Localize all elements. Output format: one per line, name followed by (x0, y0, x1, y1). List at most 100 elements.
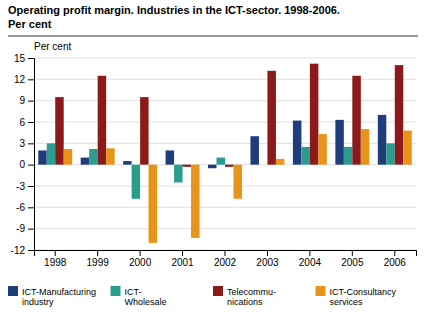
y-tick: -9 (16, 223, 34, 234)
y-tick-mark (28, 250, 34, 251)
y-tick-label: 15 (14, 53, 26, 64)
x-tick: 2001 (171, 250, 194, 268)
y-tick-mark (28, 122, 34, 123)
y-tick-label: -9 (16, 223, 25, 234)
chart: Operating profit margin. Industries in t… (0, 0, 426, 335)
bar (361, 129, 369, 165)
bar (55, 97, 63, 165)
y-axis-line (28, 59, 35, 251)
bar (98, 76, 106, 165)
x-tick-label: 2005 (341, 257, 364, 268)
bar (403, 131, 411, 165)
x-tick-mark (309, 250, 310, 256)
legend-label: ICT-Consultancyservices (330, 287, 397, 307)
x-tick: 2006 (384, 250, 407, 268)
x-tick-label: 2000 (129, 257, 152, 268)
x-tick-mark (352, 250, 353, 256)
x-tick-label: 2001 (171, 257, 194, 268)
bar (149, 165, 157, 243)
bar-series (64, 129, 412, 243)
y-tick: 0 (19, 159, 34, 170)
y-tick-mark (28, 101, 34, 102)
bar-series (55, 64, 403, 167)
y-tick-label: -6 (16, 202, 25, 213)
bar (225, 165, 233, 167)
bar (378, 115, 386, 165)
bar (38, 150, 46, 164)
x-tick: 2005 (341, 250, 364, 268)
legend-item: ICT-Manufacturingindustry (8, 286, 96, 307)
plot: -12-9-6-30369121519981999200020012002200… (11, 53, 417, 268)
legend-label-line: nications (227, 297, 263, 307)
bar (64, 149, 72, 165)
bar (259, 164, 267, 165)
y-tick-label: 9 (19, 95, 25, 106)
legend-swatch (316, 286, 326, 296)
bar (174, 165, 182, 183)
y-tick: -6 (16, 202, 34, 213)
grid-line (34, 58, 416, 59)
bar (106, 148, 114, 164)
legend-item: ICT-Wholesale (111, 286, 167, 307)
legend-item: ICT-Consultancyservices (316, 286, 397, 307)
legend-label-line: services (330, 297, 364, 307)
legend-swatch (213, 286, 223, 296)
bar (166, 150, 174, 164)
legend-label: ICT-Manufacturingindustry (22, 287, 96, 307)
legend-item: Telecommu-nications (213, 286, 276, 307)
legend-label-line: Telecommu- (227, 287, 276, 297)
bar (191, 165, 199, 238)
x-tick-mark (55, 250, 56, 256)
y-tick-label: 3 (19, 138, 25, 149)
x-tick-label: 2003 (256, 257, 279, 268)
grid-line (34, 228, 416, 229)
bar (352, 76, 360, 165)
y-tick-mark (28, 143, 34, 144)
x-tick-mark (182, 250, 183, 256)
bar (123, 161, 131, 165)
x-tick: 1999 (87, 250, 110, 268)
bar (335, 120, 343, 165)
y-axis-label: Per cent (34, 41, 71, 52)
legend-label-line: ICT-Consultancy (330, 287, 397, 297)
bar (89, 149, 97, 165)
y-tick: -3 (16, 181, 34, 192)
legend-label: ICT-Wholesale (125, 287, 167, 307)
x-tick-label: 2006 (384, 257, 407, 268)
x-tick-mark (97, 250, 98, 256)
legend-swatch (8, 286, 18, 296)
bar (395, 65, 403, 165)
bar (301, 147, 309, 165)
y-tick-label: -12 (11, 245, 26, 256)
x-tick-label: 1998 (44, 257, 67, 268)
legend-label-line: Wholesale (125, 297, 167, 307)
y-tick-label: 6 (19, 117, 25, 128)
x-axis-line (35, 251, 417, 257)
y-tick-mark (28, 58, 34, 59)
y-tick-label: 12 (14, 74, 26, 85)
title: Operating profit margin. Industries in t… (8, 4, 340, 16)
x-tick: 2003 (256, 250, 279, 268)
x-axis: 199819992000200120022003200420052006 (35, 250, 417, 268)
bar (183, 165, 191, 167)
legend-label-line: industry (22, 297, 54, 307)
bar (81, 158, 89, 165)
y-tick: -12 (11, 245, 34, 256)
bars (38, 64, 412, 243)
legend-label-line: ICT-Manufacturing (22, 287, 96, 297)
y-tick-mark (28, 79, 34, 80)
legend-label: Telecommu-nications (227, 287, 276, 307)
bar (344, 147, 352, 165)
y-tick-label: 0 (19, 159, 25, 170)
bar (318, 134, 326, 165)
bar (250, 136, 258, 164)
bar (47, 143, 55, 164)
bar (276, 159, 284, 165)
legend: ICT-Manufacturingindustry ICT-Wholesale Te… (8, 286, 397, 307)
y-axis: -12 -9 -6 -3 0 3 6 9 12 15 (11, 53, 35, 256)
x-tick: 1998 (44, 250, 67, 268)
y-tick-mark (28, 165, 34, 166)
y-tick: 6 (19, 117, 34, 128)
y-tick-mark (28, 229, 34, 230)
y-tick-label: -3 (16, 181, 25, 192)
